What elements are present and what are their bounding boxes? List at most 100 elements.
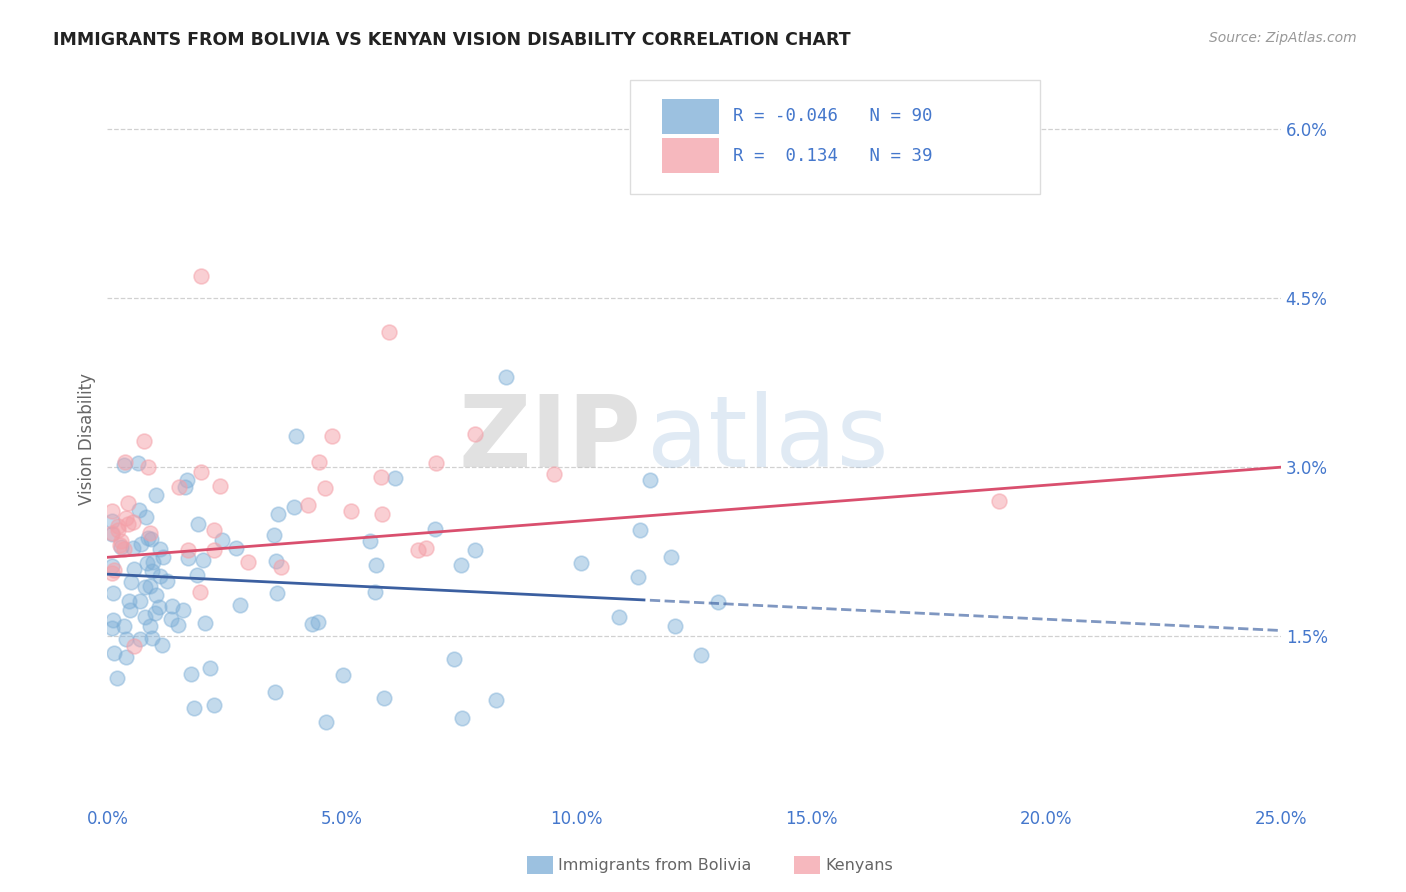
Kenyans — [107, 523, 129, 537]
Immigrants from Bolivia — [101, 527, 124, 541]
Text: Kenyans: Kenyans — [825, 858, 893, 872]
Immigrants from Bolivia — [159, 612, 181, 626]
Immigrants from Bolivia — [149, 569, 172, 583]
Kenyans — [136, 460, 159, 475]
Immigrants from Bolivia — [177, 551, 200, 566]
Immigrants from Bolivia — [202, 698, 225, 712]
Immigrants from Bolivia — [142, 555, 165, 569]
Kenyans — [371, 507, 394, 521]
Immigrants from Bolivia — [183, 701, 205, 715]
Immigrants from Bolivia — [141, 631, 163, 645]
Text: Source: ZipAtlas.com: Source: ZipAtlas.com — [1209, 31, 1357, 45]
Kenyans — [101, 504, 124, 518]
Immigrants from Bolivia — [266, 586, 288, 600]
Immigrants from Bolivia — [264, 684, 287, 698]
Kenyans — [132, 434, 155, 448]
Kenyans — [370, 469, 392, 483]
Immigrants from Bolivia — [148, 542, 170, 557]
Immigrants from Bolivia — [690, 648, 713, 663]
Immigrants from Bolivia — [167, 618, 190, 632]
Immigrants from Bolivia — [308, 615, 330, 629]
Immigrants from Bolivia — [120, 603, 142, 617]
Immigrants from Bolivia — [443, 652, 465, 666]
Immigrants from Bolivia — [103, 646, 125, 660]
Kenyans — [101, 566, 124, 581]
Immigrants from Bolivia — [211, 533, 233, 547]
Immigrants from Bolivia — [638, 473, 661, 487]
Kenyans — [425, 456, 447, 470]
Immigrants from Bolivia — [364, 584, 387, 599]
Immigrants from Bolivia — [134, 610, 156, 624]
Text: Immigrants from Bolivia: Immigrants from Bolivia — [558, 858, 752, 872]
Immigrants from Bolivia — [101, 613, 124, 627]
Immigrants from Bolivia — [359, 534, 381, 549]
Immigrants from Bolivia — [450, 558, 472, 572]
Immigrants from Bolivia — [200, 661, 222, 675]
Kenyans — [270, 559, 292, 574]
Kenyans — [117, 496, 139, 510]
Immigrants from Bolivia — [148, 599, 170, 614]
Immigrants from Bolivia — [156, 574, 179, 589]
Immigrants from Bolivia — [627, 570, 650, 584]
Immigrants from Bolivia — [114, 632, 136, 647]
Immigrants from Bolivia — [101, 514, 124, 528]
Immigrants from Bolivia — [129, 632, 152, 646]
Immigrants from Bolivia — [464, 543, 486, 558]
Kenyans — [988, 494, 1011, 508]
Kenyans — [108, 538, 131, 552]
Immigrants from Bolivia — [332, 668, 354, 682]
Text: ZIP: ZIP — [458, 391, 641, 488]
Immigrants from Bolivia — [135, 509, 157, 524]
Bar — [662, 99, 718, 134]
Immigrants from Bolivia — [145, 487, 167, 501]
Kenyans — [177, 543, 200, 558]
Kenyans — [114, 455, 136, 469]
Kenyans — [202, 542, 225, 557]
Immigrants from Bolivia — [145, 589, 167, 603]
Immigrants from Bolivia — [150, 638, 173, 652]
Immigrants from Bolivia — [267, 507, 290, 521]
Immigrants from Bolivia — [101, 621, 124, 635]
Kenyans — [122, 639, 145, 653]
Y-axis label: Vision Disability: Vision Disability — [79, 373, 96, 505]
Kenyans — [321, 429, 343, 443]
Immigrants from Bolivia — [706, 595, 728, 609]
Immigrants from Bolivia — [180, 667, 202, 681]
Immigrants from Bolivia — [107, 671, 129, 685]
Immigrants from Bolivia — [364, 558, 387, 572]
Kenyans — [314, 481, 336, 495]
FancyBboxPatch shape — [630, 80, 1040, 194]
Kenyans — [103, 563, 125, 577]
Immigrants from Bolivia — [143, 606, 166, 620]
Immigrants from Bolivia — [263, 528, 285, 542]
Immigrants from Bolivia — [484, 692, 506, 706]
Kenyans — [378, 325, 401, 339]
Immigrants from Bolivia — [571, 556, 593, 570]
Kenyans — [340, 504, 363, 518]
Immigrants from Bolivia — [301, 617, 323, 632]
Kenyans — [464, 427, 486, 442]
Text: IMMIGRANTS FROM BOLIVIA VS KENYAN VISION DISABILITY CORRELATION CHART: IMMIGRANTS FROM BOLIVIA VS KENYAN VISION… — [53, 31, 851, 49]
Immigrants from Bolivia — [139, 579, 162, 593]
Immigrants from Bolivia — [664, 619, 686, 633]
Immigrants from Bolivia — [628, 523, 651, 537]
Kenyans — [236, 555, 259, 569]
Kenyans — [117, 517, 139, 532]
Immigrants from Bolivia — [101, 586, 124, 600]
Kenyans — [202, 523, 225, 537]
Immigrants from Bolivia — [191, 553, 214, 567]
Kenyans — [107, 518, 129, 533]
Text: atlas: atlas — [647, 391, 889, 488]
Kenyans — [190, 466, 212, 480]
Immigrants from Bolivia — [112, 458, 135, 472]
Kenyans — [308, 455, 330, 469]
Kenyans — [112, 541, 135, 556]
Immigrants from Bolivia — [186, 568, 208, 582]
Kenyans — [415, 541, 437, 555]
Kenyans — [188, 585, 211, 599]
Bar — [662, 138, 718, 173]
Kenyans — [121, 515, 143, 529]
Immigrants from Bolivia — [136, 531, 159, 545]
Immigrants from Bolivia — [129, 537, 152, 551]
Immigrants from Bolivia — [110, 541, 132, 555]
